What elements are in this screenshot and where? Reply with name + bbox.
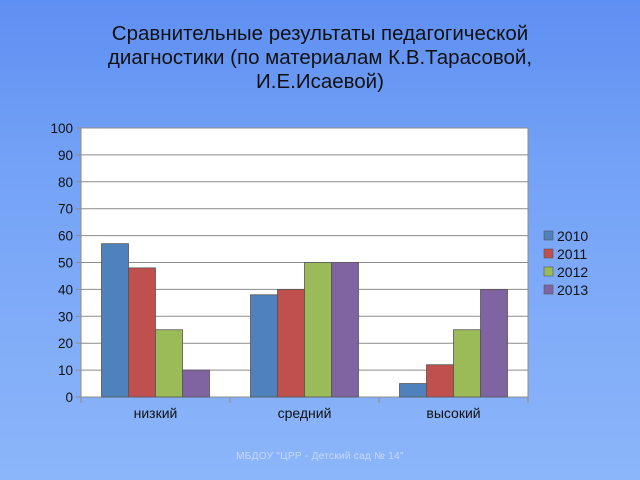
bar-2013-1 xyxy=(331,262,359,398)
y-tick-label: 30 xyxy=(58,309,73,324)
y-tick-label: 100 xyxy=(50,121,73,136)
legend-label: 2012 xyxy=(557,264,588,280)
bar-2011-0 xyxy=(128,267,156,398)
bar-2010-1 xyxy=(250,294,278,398)
legend-swatch xyxy=(543,284,554,295)
x-category-label: высокий xyxy=(426,405,480,421)
y-tick-label: 0 xyxy=(65,390,73,405)
bar-2012-0 xyxy=(155,329,183,398)
legend-label: 2013 xyxy=(557,282,588,298)
y-tick-label: 60 xyxy=(58,229,73,244)
bar-2012-1 xyxy=(304,262,332,398)
bar-2010-2 xyxy=(399,383,427,398)
y-tick-label: 80 xyxy=(58,175,73,190)
legend-label: 2011 xyxy=(557,246,587,262)
bar-2012-2 xyxy=(453,329,481,398)
y-tick-label: 40 xyxy=(58,282,73,297)
y-tick-label: 20 xyxy=(58,336,73,351)
bar-2010-0 xyxy=(101,243,129,398)
legend-swatch xyxy=(543,230,554,241)
legend-swatch xyxy=(543,266,554,277)
bar-2011-2 xyxy=(426,364,454,398)
x-category-label: низкий xyxy=(134,405,178,421)
bar-2013-2 xyxy=(480,288,508,398)
legend-label: 2010 xyxy=(557,228,588,244)
bar-2013-0 xyxy=(182,369,210,398)
y-tick-label: 90 xyxy=(58,148,73,163)
slide-title: Сравнительные результаты педагогической … xyxy=(40,22,600,94)
slide-title-line-1: Сравнительные результаты педагогической xyxy=(111,22,529,45)
footer-text: МБДОУ "ЦРР - Детский сад № 14" xyxy=(236,451,404,462)
slide-title-line-3: И.Е.Исаевой) xyxy=(256,70,384,93)
y-tick-label: 10 xyxy=(58,363,73,378)
slide-title-line-2: диагностики (по материалам К.В.Тарасовой… xyxy=(107,46,533,69)
y-tick-label: 50 xyxy=(58,256,73,271)
bar-2011-1 xyxy=(277,288,305,398)
y-tick-label: 70 xyxy=(58,202,73,217)
x-category-label: средний xyxy=(278,405,332,421)
legend-swatch xyxy=(543,248,554,259)
